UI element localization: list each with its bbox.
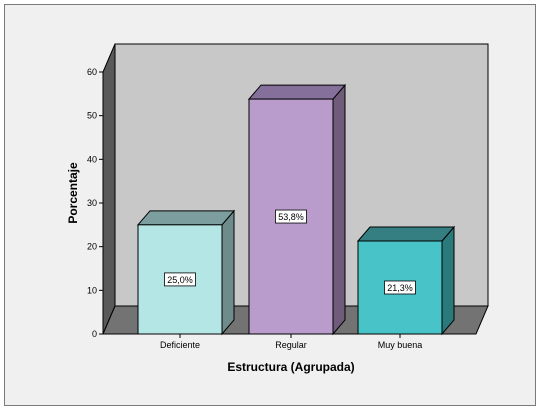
x-axis-title: Estructura (Agrupada)	[227, 360, 354, 374]
bar-side	[332, 83, 346, 336]
bar-side	[221, 209, 235, 336]
bar-top	[356, 226, 456, 242]
data-label: 21,3%	[387, 283, 413, 293]
bar-top	[247, 84, 347, 100]
data-label-box	[275, 209, 307, 224]
x-tick-label: Deficiente	[160, 340, 200, 350]
x-tick-label: Muy buena	[378, 340, 423, 350]
bar-muy-buena: 21,3%	[356, 225, 456, 336]
data-label: 25,0%	[167, 275, 193, 285]
bar-regular: 53,8%	[247, 83, 347, 336]
y-tick-label: 40	[87, 154, 97, 164]
y-axis: 0 10 20 30 40 50 60	[87, 67, 104, 339]
y-axis-title: Porcentaje	[66, 162, 80, 224]
data-label-box	[164, 272, 196, 287]
bar-deficiente: 25,0%	[136, 209, 236, 336]
bar-top	[136, 210, 236, 226]
y-tick-label: 20	[87, 242, 97, 252]
data-label: 53,8%	[278, 212, 304, 222]
y-tick-label: 60	[87, 67, 97, 77]
y-tick-label: 0	[92, 329, 97, 339]
bars: 25,0% 53,8% 21,3%	[136, 83, 456, 336]
side-wall	[102, 43, 116, 335]
x-tick-label: Regular	[275, 340, 307, 350]
y-tick-label: 10	[87, 285, 97, 295]
bar-side	[441, 225, 455, 336]
y-tick-label: 50	[87, 111, 97, 121]
y-tick-label: 30	[87, 198, 97, 208]
x-axis: Deficiente Regular Muy buena	[103, 333, 476, 350]
data-label-box	[384, 280, 416, 295]
